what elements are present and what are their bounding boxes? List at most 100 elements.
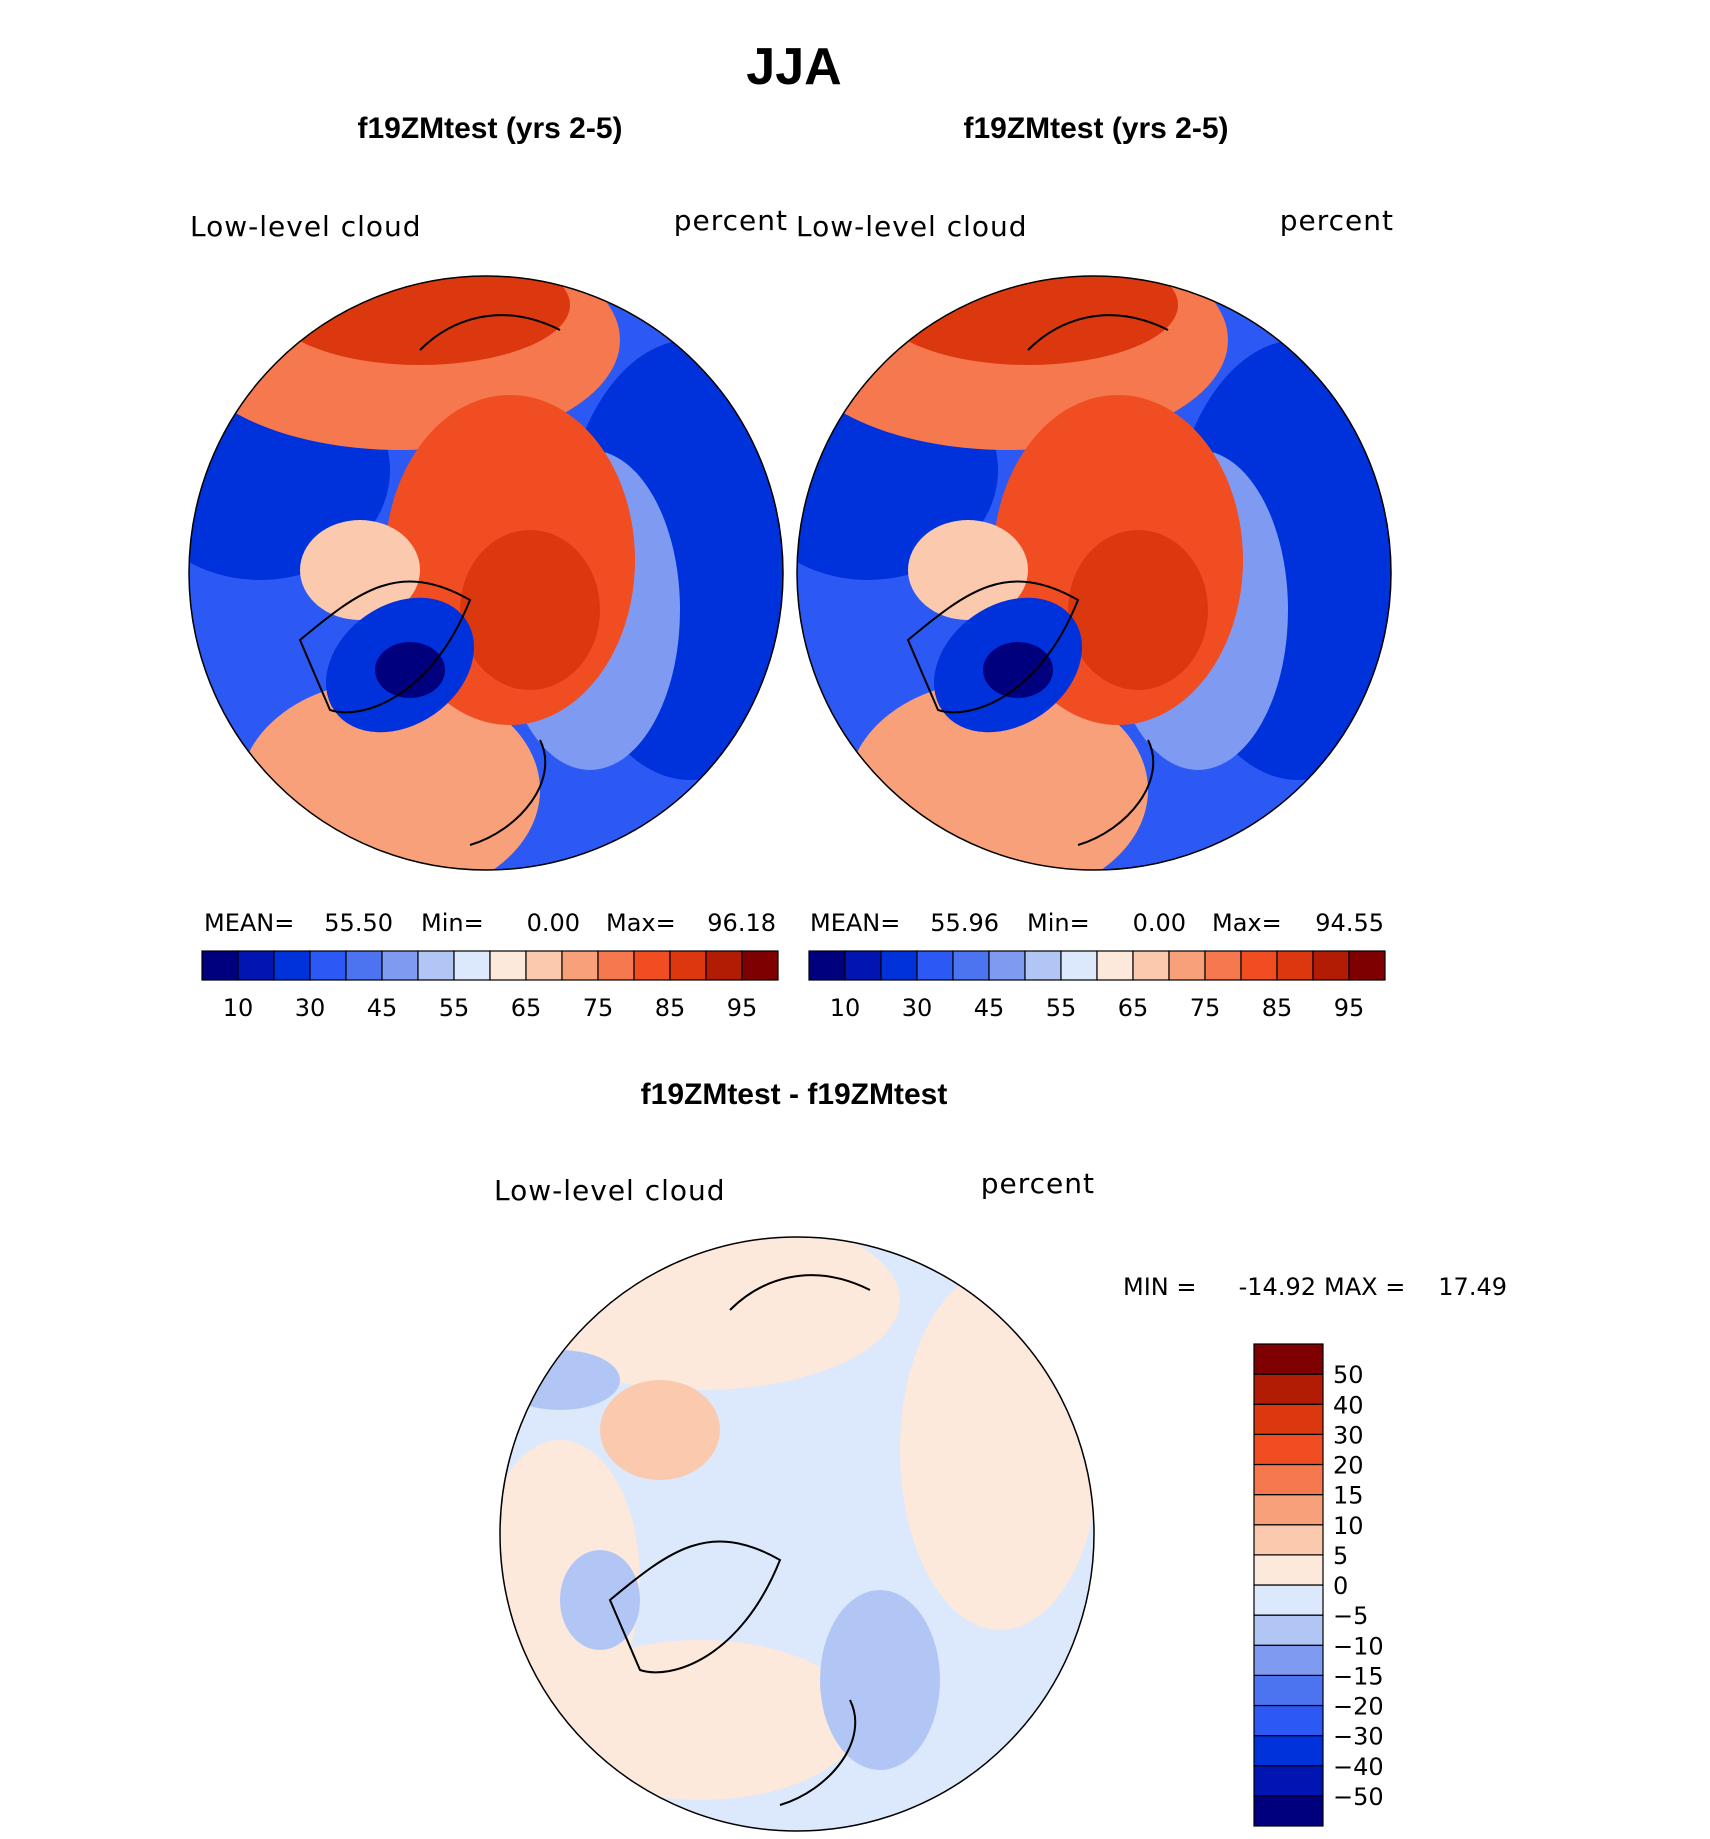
stat-mean-label: MEAN= xyxy=(810,909,900,937)
colorbar-swatch xyxy=(916,950,954,981)
map-left-region-pacific-core xyxy=(270,276,570,365)
colorbar-swatch xyxy=(1204,950,1242,981)
stat-min-value: 0.00 xyxy=(1133,909,1186,937)
panel-diff-variable: Low-level cloud xyxy=(494,1174,726,1207)
colorbar-swatch xyxy=(844,950,882,981)
colorbar-tick-label: 15 xyxy=(1333,1482,1364,1510)
stat-mean-label: MEAN= xyxy=(204,909,294,937)
colorbar-swatch xyxy=(345,950,383,981)
map-right-region-arctic-core xyxy=(1068,530,1208,690)
colorbar-tick-label: −15 xyxy=(1333,1662,1384,1690)
stat-min-label: Min= xyxy=(1027,909,1090,937)
colorbar-swatch xyxy=(1253,1704,1324,1737)
map-diff xyxy=(500,1237,1094,1831)
colorbar-swatch xyxy=(489,950,527,981)
panel-left: f19ZMtest (yrs 2-5) Low-level cloud perc… xyxy=(188,112,787,1022)
stat-mean-value: 55.50 xyxy=(324,909,393,937)
colorbar-tick-label: −5 xyxy=(1333,1602,1368,1630)
map-right-coastline xyxy=(906,314,1169,846)
stats-left: MEAN= 55.50 Min= 0.00 Max= 96.18 xyxy=(204,909,776,937)
colorbar-tick-label: 45 xyxy=(974,994,1005,1022)
colorbar-tick-label: −50 xyxy=(1333,1783,1384,1811)
colorbar-swatch xyxy=(1253,1343,1324,1375)
colorbar-swatch xyxy=(633,950,671,981)
panel-right-title: f19ZMtest (yrs 2-5) xyxy=(963,112,1228,145)
colorbar-swatch xyxy=(309,950,347,981)
colorbar-right: 10 30 45 55 65 75 85 95 xyxy=(808,950,1386,1022)
colorbar-swatch xyxy=(808,950,846,981)
colorbar-tick-label: 45 xyxy=(367,994,398,1022)
colorbar-swatch xyxy=(1276,950,1314,981)
colorbar-swatch xyxy=(597,950,635,981)
colorbar-swatch xyxy=(1312,950,1350,981)
map-diff-region-america-low xyxy=(500,1350,620,1410)
colorbar-tick-label: 10 xyxy=(223,994,254,1022)
panel-left-variable: Low-level cloud xyxy=(190,210,422,243)
map-diff-region-south xyxy=(540,1640,860,1800)
colorbar-swatch xyxy=(1253,1524,1324,1556)
stat-min-value: -14.92 xyxy=(1239,1273,1316,1301)
colorbar-tick-label: 65 xyxy=(511,994,542,1022)
colorbar-tick-label: 85 xyxy=(655,994,686,1022)
panel-left-title: f19ZMtest (yrs 2-5) xyxy=(357,112,622,145)
colorbar-swatch xyxy=(1253,1373,1324,1405)
colorbar-swatch xyxy=(1132,950,1170,981)
stat-max-label: MAX = xyxy=(1324,1273,1405,1301)
colorbar-tick-label: 75 xyxy=(583,994,614,1022)
map-right-border xyxy=(796,275,1392,871)
colorbar-swatch xyxy=(1253,1614,1324,1646)
map-left-region-arctic-core xyxy=(460,530,600,690)
panel-diff-title: f19ZMtest - f19ZMtest xyxy=(641,1078,948,1111)
colorbar-tick-label: 10 xyxy=(830,994,861,1022)
map-left xyxy=(189,276,783,870)
colorbar-swatch xyxy=(741,950,779,981)
map-left-coastline xyxy=(298,314,561,846)
colorbar-tick-label: 55 xyxy=(1046,994,1077,1022)
colorbar-tick-label: 30 xyxy=(902,994,933,1022)
colorbar-swatch xyxy=(1253,1554,1324,1586)
colorbar-swatch xyxy=(705,950,743,981)
colorbar-swatch xyxy=(201,950,239,981)
colorbar-swatch xyxy=(381,950,419,981)
colorbar-swatch xyxy=(1253,1735,1324,1767)
colorbar-swatch xyxy=(525,950,563,981)
colorbar-tick-label: 55 xyxy=(439,994,470,1022)
stats-right: MEAN= 55.96 Min= 0.00 Max= 94.55 xyxy=(810,909,1384,937)
colorbar-swatch xyxy=(1024,950,1062,981)
map-right-region-pacific-core xyxy=(878,276,1178,365)
map-diff-coastline xyxy=(608,1274,871,1806)
map-right-region-greenland-core xyxy=(983,642,1053,698)
colorbar-swatch xyxy=(1253,1403,1324,1435)
map-diff-border xyxy=(499,1236,1095,1832)
colorbar-swatch xyxy=(561,950,599,981)
colorbar-swatch xyxy=(1253,1433,1324,1466)
colorbar-left: 10 30 45 55 65 75 85 95 xyxy=(201,950,779,1022)
colorbar-swatch xyxy=(1253,1584,1324,1616)
map-left-region-greenland-core xyxy=(375,642,445,698)
colorbar-tick-label: 10 xyxy=(1333,1512,1364,1540)
stat-min-value: 0.00 xyxy=(527,909,580,937)
map-left-border xyxy=(188,275,784,871)
colorbar-tick-label: 95 xyxy=(727,994,758,1022)
map-diff-region-east xyxy=(900,1270,1094,1630)
colorbar-tick-label: 75 xyxy=(1190,994,1221,1022)
stat-max-value: 94.55 xyxy=(1315,909,1384,937)
panel-right: f19ZMtest (yrs 2-5) Low-level cloud perc… xyxy=(796,112,1394,1022)
map-diff-region-scandinavia xyxy=(820,1590,940,1770)
colorbar-swatch xyxy=(952,950,990,981)
map-right xyxy=(797,276,1391,870)
colorbar-swatch xyxy=(1253,1494,1324,1526)
colorbar-swatch xyxy=(1253,1765,1324,1797)
colorbar-tick-label: 20 xyxy=(1333,1452,1364,1480)
colorbar-swatch xyxy=(1240,950,1278,981)
colorbar-swatch xyxy=(417,950,455,981)
colorbar-swatch xyxy=(1060,950,1098,981)
panel-right-units: percent xyxy=(1280,204,1394,237)
stats-diff: MIN = -14.92 MAX = 17.49 xyxy=(1123,1273,1507,1301)
colorbar-tick-label: 5 xyxy=(1333,1542,1348,1570)
stat-max-value: 17.49 xyxy=(1438,1273,1507,1301)
colorbar-tick-label: −40 xyxy=(1333,1753,1384,1781)
main-title: JJA xyxy=(746,38,841,96)
